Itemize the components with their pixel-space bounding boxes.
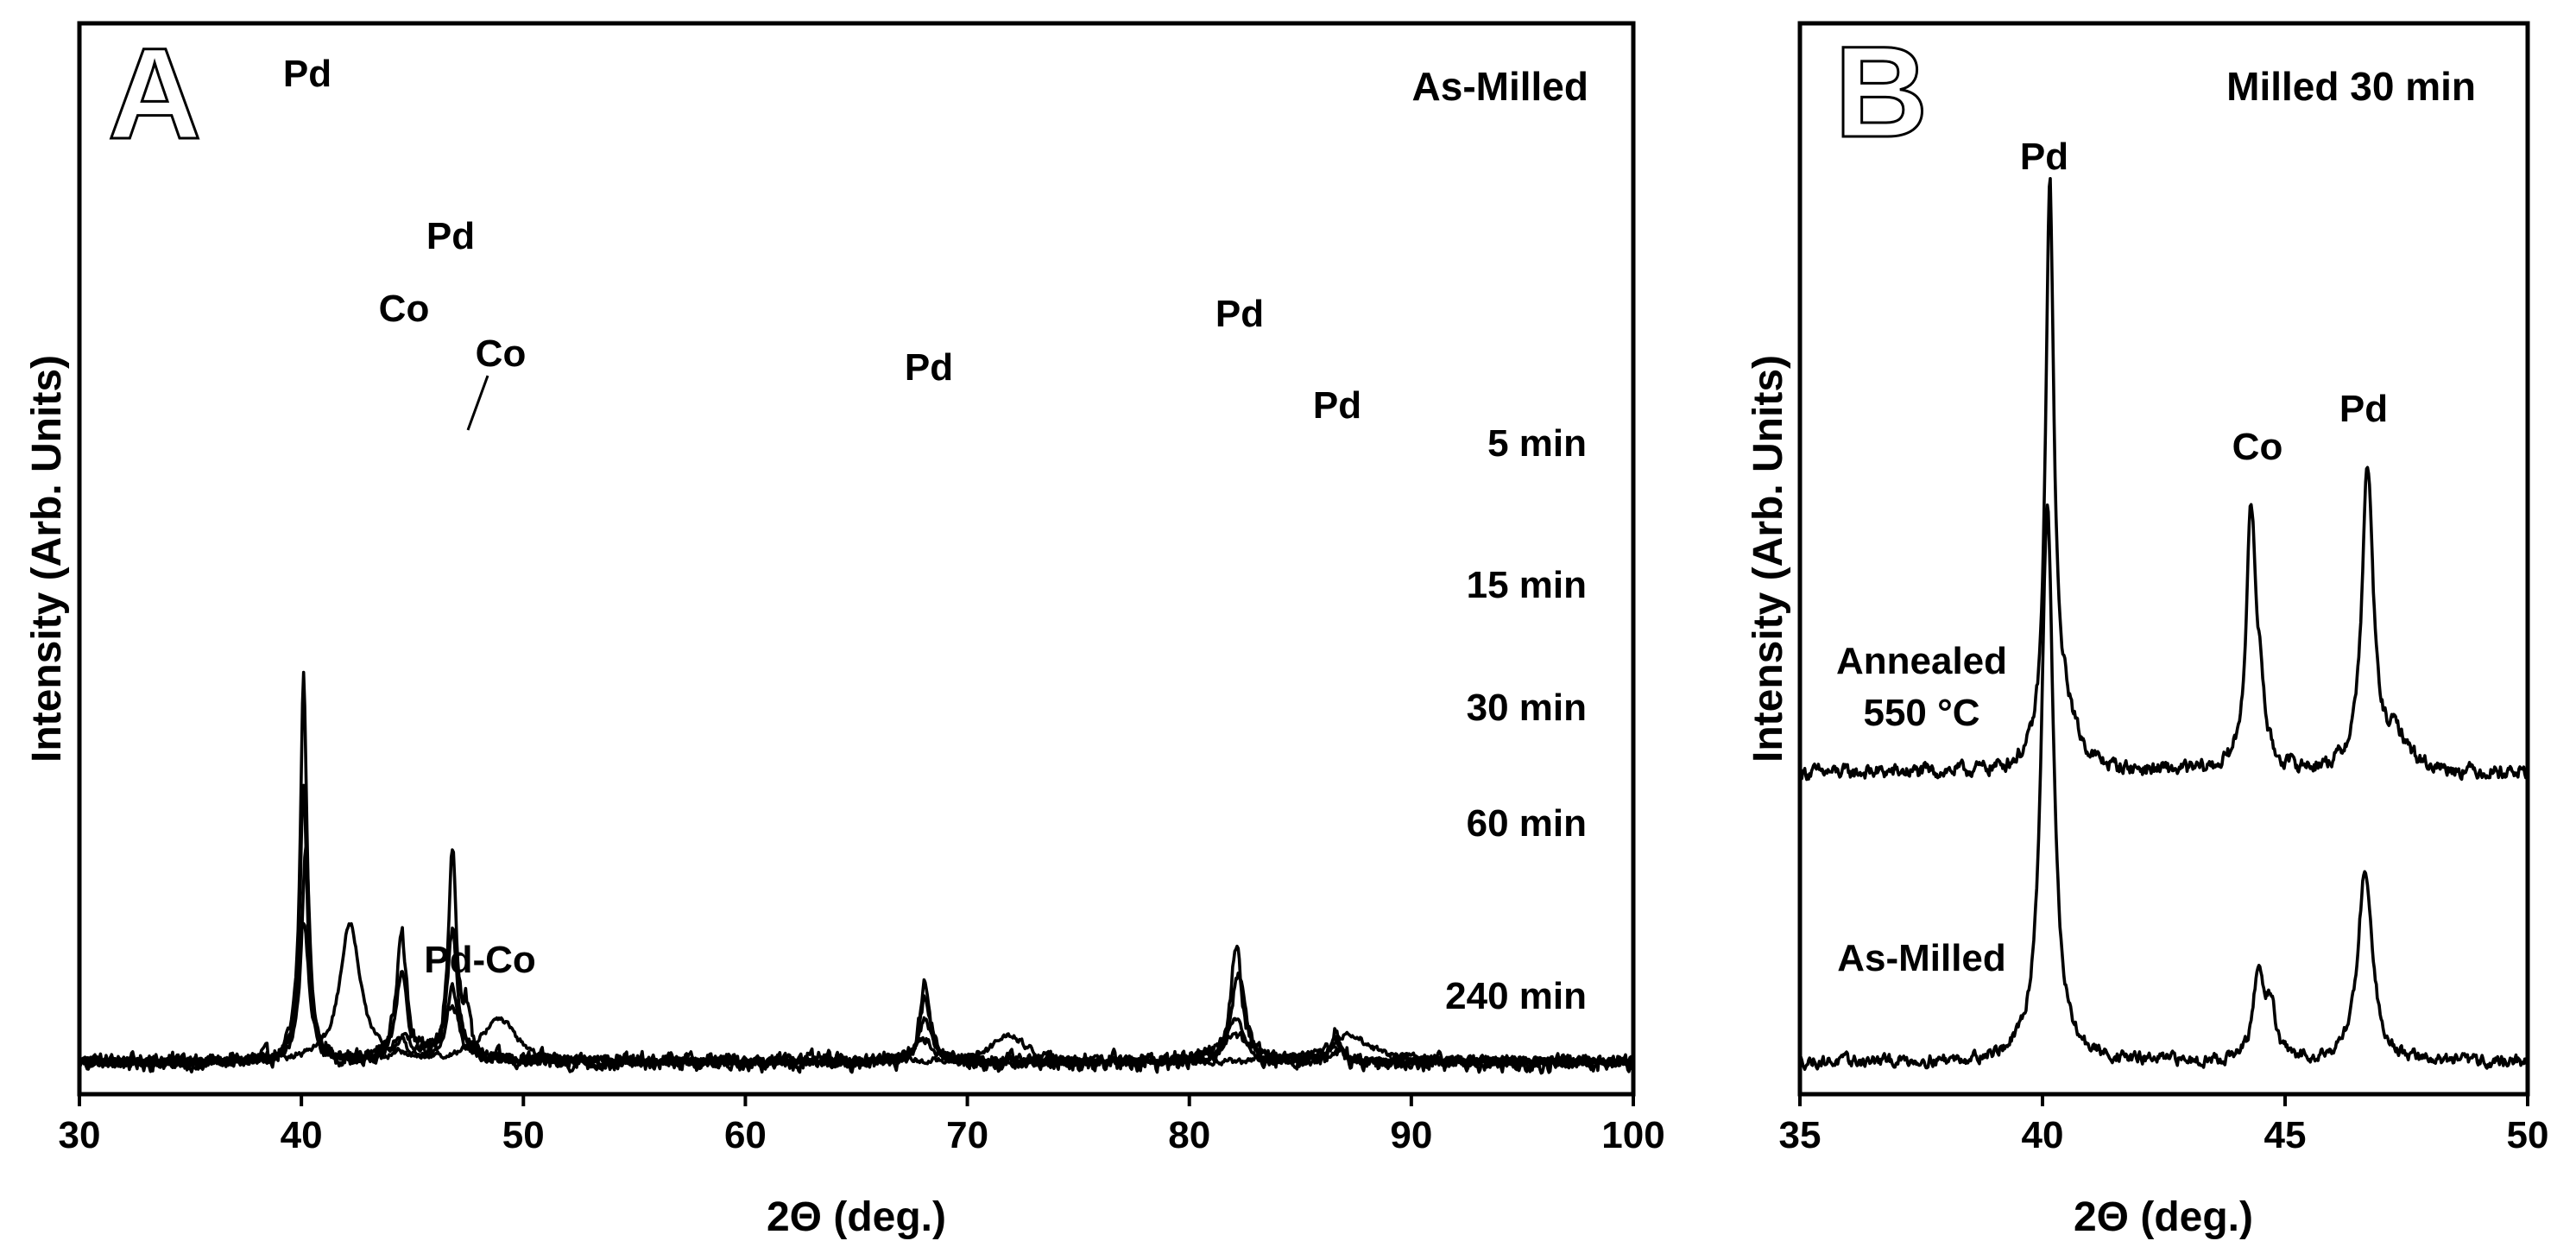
annot-co-48-leader bbox=[466, 375, 489, 431]
x-tick-label-50: 50 bbox=[502, 1114, 545, 1156]
panel-b-plot-frame bbox=[1797, 21, 2530, 1097]
x-tick-label-80: 80 bbox=[1168, 1114, 1210, 1156]
panel-a-peak-annotations: Pd Co Pd Co Pd Pd Pd Pd-Co bbox=[283, 53, 1361, 981]
panel-b-traces bbox=[1798, 177, 2529, 1071]
series-label-60min: 60 min bbox=[1467, 802, 1587, 845]
panel-a-x-ticks: 30 40 50 60 70 80 90 100 bbox=[59, 1094, 1665, 1156]
annot-pd-47: Pd bbox=[426, 215, 475, 257]
series-label-as-milled: As-Milled bbox=[1837, 937, 2006, 979]
panel-b-letter: B bbox=[1834, 19, 1928, 164]
annot-b-pd-40: Pd bbox=[2020, 136, 2068, 178]
annot-co-44: Co bbox=[379, 288, 430, 330]
series-label-30min: 30 min bbox=[1467, 687, 1587, 729]
annot-pd-40: Pd bbox=[283, 53, 331, 95]
panel-a-series-labels: 5 min 15 min 30 min 60 min 240 min bbox=[1445, 422, 1587, 1017]
panel-a-y-axis-title: Intensity (Arb. Units) bbox=[24, 355, 70, 763]
x-tick-label-100: 100 bbox=[1601, 1114, 1664, 1156]
panel-b-peak-annotations: Pd Co Pd bbox=[2020, 136, 2388, 468]
trace-a-15-min bbox=[78, 783, 1635, 1072]
panel-a: A As-Milled Intensity (Arb. Units) 2Θ (d… bbox=[24, 20, 1665, 1241]
series-label-5min: 5 min bbox=[1487, 422, 1587, 465]
annot-pd-co: Pd-Co bbox=[424, 939, 536, 981]
panel-b-series-labels: Annealed 550 °C As-Milled bbox=[1836, 640, 2007, 979]
x-tick-label-40: 40 bbox=[281, 1114, 323, 1156]
x-tick-label-60: 60 bbox=[724, 1114, 767, 1156]
series-label-15min: 15 min bbox=[1467, 564, 1587, 606]
x-tick-label-70: 70 bbox=[946, 1114, 988, 1156]
x-tick-label-35: 35 bbox=[1779, 1114, 1822, 1156]
annot-b-pd-47: Pd bbox=[2339, 388, 2388, 430]
panel-b-x-ticks: 35 40 45 50 bbox=[1779, 1094, 2549, 1156]
series-label-240min: 240 min bbox=[1445, 975, 1587, 1017]
x-tick-label-30: 30 bbox=[59, 1114, 101, 1156]
panel-a-plot-frame bbox=[77, 21, 1636, 1097]
annot-b-co-44: Co bbox=[2232, 426, 2283, 468]
annot-pd-87: Pd bbox=[1313, 384, 1361, 427]
x-tick-label-45: 45 bbox=[2264, 1114, 2307, 1156]
annot-co-48: Co bbox=[476, 332, 527, 375]
annot-pd-82: Pd bbox=[1215, 293, 1264, 335]
trace-b-as-milled bbox=[1798, 503, 2529, 1071]
annot-pd-68: Pd bbox=[905, 346, 953, 389]
panel-a-letter: A bbox=[108, 21, 201, 166]
panel-b: B Milled 30 min Intensity (Arb. Units) 2… bbox=[1746, 18, 2549, 1241]
panel-b-x-axis-title: 2Θ (deg.) bbox=[2074, 1194, 2253, 1240]
trace-b-annealed-550-c bbox=[1798, 177, 2529, 782]
x-tick-label-50: 50 bbox=[2507, 1114, 2549, 1156]
x-tick-label-90: 90 bbox=[1390, 1114, 1432, 1156]
x-tick-label-40: 40 bbox=[2022, 1114, 2064, 1156]
panel-a-traces bbox=[78, 670, 1635, 1075]
series-label-annealed-line2: 550 °C bbox=[1863, 692, 1979, 734]
series-label-annealed-line1: Annealed bbox=[1836, 640, 2007, 682]
panel-a-x-axis-title: 2Θ (deg.) bbox=[767, 1194, 946, 1240]
panel-a-title: As-Milled bbox=[1412, 64, 1588, 109]
panel-b-title: Milled 30 min bbox=[2226, 64, 2476, 109]
trace-a-240-min bbox=[78, 921, 1635, 1069]
panel-b-y-axis-title: Intensity (Arb. Units) bbox=[1746, 355, 1791, 763]
trace-a-30-min bbox=[78, 845, 1635, 1069]
